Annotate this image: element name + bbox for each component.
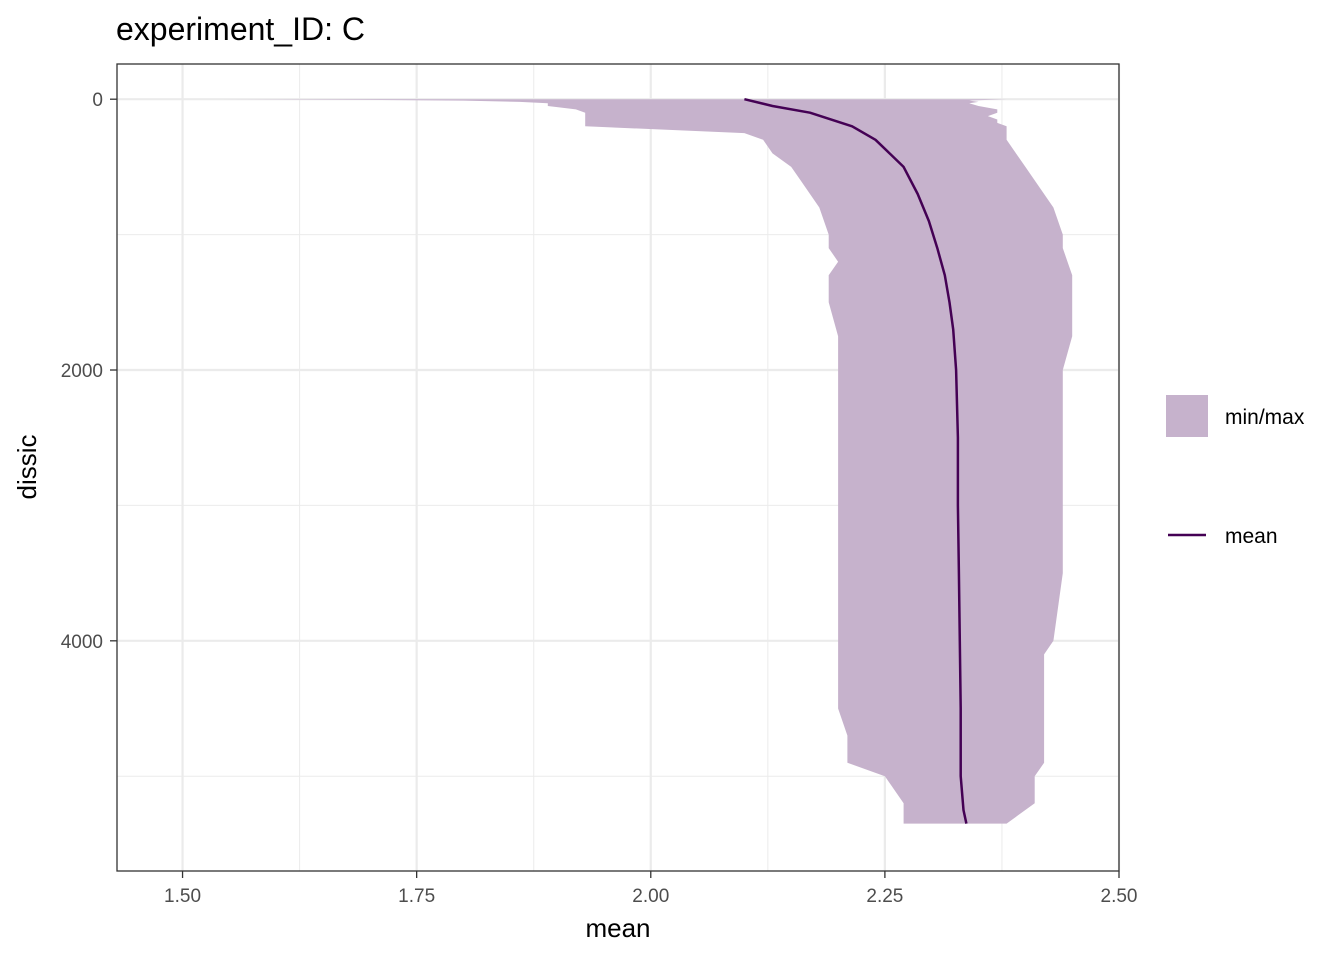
- data-layer: [220, 97, 1073, 824]
- y-tick-label: 0: [92, 90, 103, 111]
- chart-title: experiment_ID: C: [116, 11, 365, 47]
- x-tick-label: 1.75: [398, 886, 435, 907]
- panel-border: [116, 63, 1120, 872]
- legend-label-minmax: min/max: [1225, 406, 1305, 429]
- x-axis-title: mean: [585, 913, 650, 943]
- x-tick-label: 2.50: [1101, 886, 1138, 907]
- legend: min/max mean: [1166, 395, 1305, 548]
- x-tick-label: 1.50: [164, 886, 201, 907]
- axis-layer: 1.50 1.75 2.00 2.25 2.50 0 2000 4000: [61, 90, 1138, 907]
- legend-key-minmax: [1166, 395, 1208, 437]
- minmax-ribbon: [220, 99, 1073, 824]
- mean-line: [744, 97, 968, 824]
- x-tick-label: 2.00: [632, 886, 669, 907]
- x-tick-label: 2.25: [866, 886, 903, 907]
- legend-label-mean: mean: [1225, 525, 1278, 548]
- y-tick-label: 2000: [61, 361, 103, 382]
- y-axis-title: dissic: [12, 434, 42, 499]
- y-tick-label: 4000: [61, 632, 103, 653]
